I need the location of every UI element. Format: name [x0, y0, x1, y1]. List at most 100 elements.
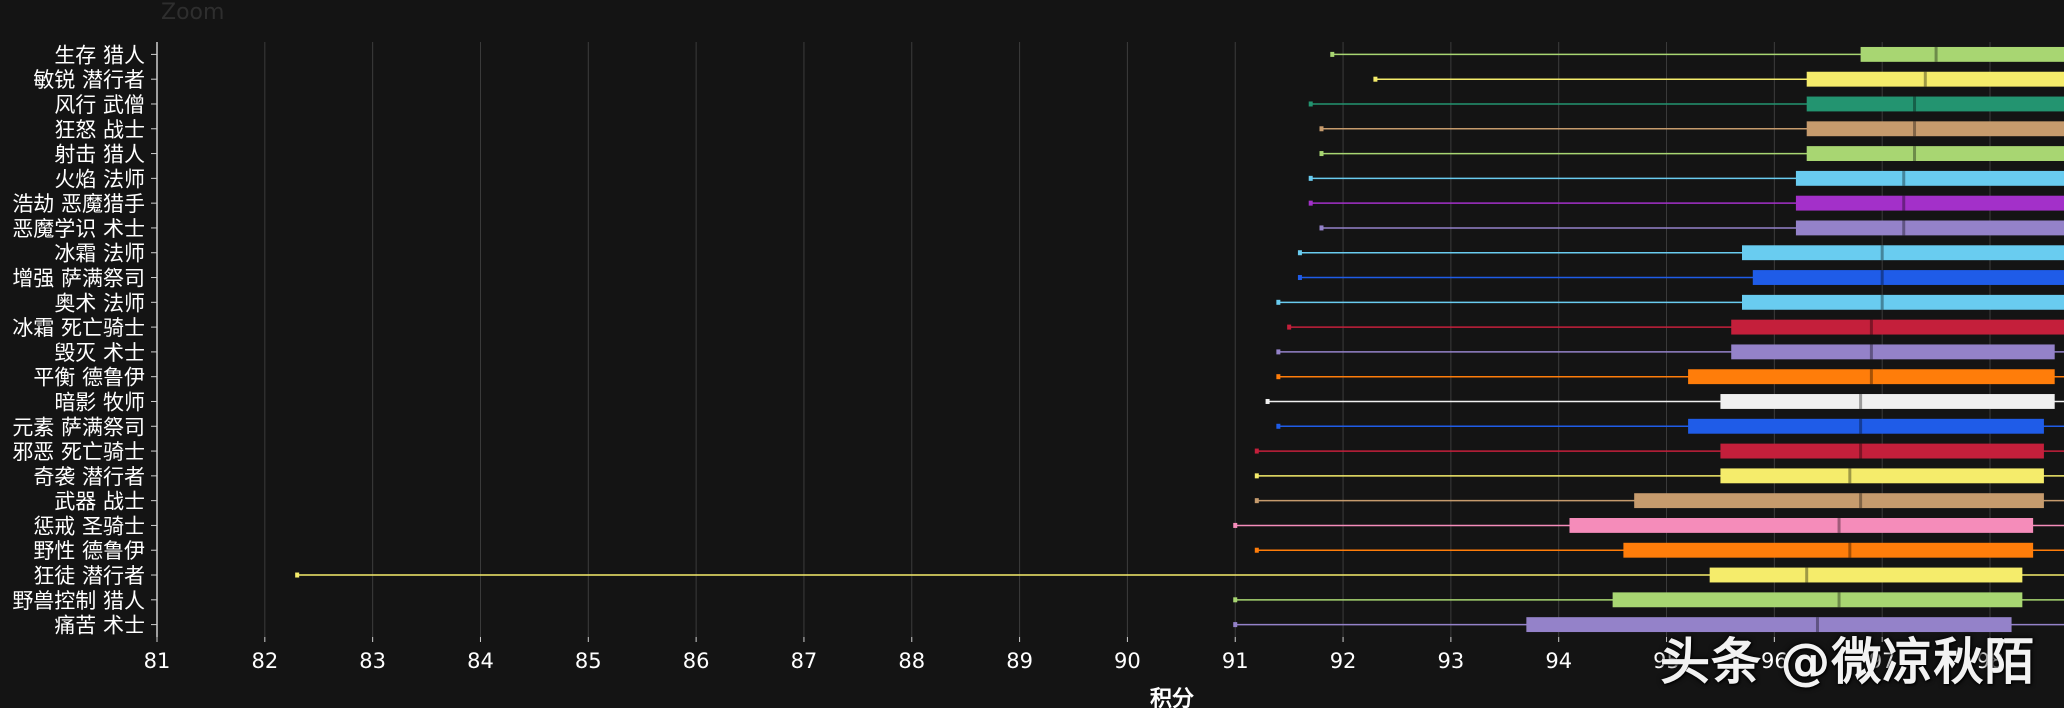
whisker-cap-min — [1254, 448, 1259, 454]
category-label: 狂怒 战士 — [54, 118, 145, 142]
box-item[interactable] — [1373, 71, 2064, 87]
box — [1634, 493, 2044, 509]
box-item[interactable] — [1233, 592, 2064, 608]
whisker-cap-min — [1254, 498, 1259, 504]
x-tick-label: 86 — [683, 649, 710, 673]
category-label: 增强 萨满祭司 — [12, 267, 145, 291]
boxes-layer — [295, 46, 2064, 633]
category-label: 野性 德鲁伊 — [33, 539, 145, 563]
grid-lines — [264, 42, 1991, 637]
whisker-cap-min — [1297, 275, 1302, 281]
category-label: 风行 武僧 — [54, 93, 145, 117]
box-item[interactable] — [1287, 319, 2064, 335]
x-tick-label: 92 — [1330, 649, 1357, 673]
box-item[interactable] — [1276, 369, 2064, 385]
category-label: 狂徒 潜行者 — [33, 564, 145, 588]
box-item[interactable] — [1254, 493, 2064, 509]
box — [1720, 443, 2044, 459]
box-item[interactable] — [1276, 344, 2064, 360]
x-tick-label: 97 — [1869, 649, 1896, 673]
whisker-cap-min — [1276, 374, 1281, 380]
box-item[interactable] — [1233, 518, 2064, 533]
box — [1569, 518, 2034, 533]
box-item[interactable] — [1319, 220, 2064, 236]
box — [1731, 319, 2064, 335]
box-item[interactable] — [1319, 121, 2064, 137]
x-axis: 81 82 83 84 85 86 87 88 89 90 91 92 93 94 95 96 97 98 — [144, 637, 2004, 673]
box-item[interactable] — [1254, 542, 2064, 558]
category-label: 冰霜 死亡骑士 — [12, 316, 145, 340]
x-tick-label: 81 — [144, 649, 171, 673]
x-tick-label: 89 — [1006, 649, 1033, 673]
box — [1688, 369, 2055, 385]
box-item[interactable] — [1319, 146, 2064, 161]
whisker-cap-min — [1308, 101, 1313, 107]
whisker-cap-min — [1330, 51, 1335, 57]
whisker-cap-min — [1319, 126, 1324, 132]
whisker-cap-min — [1265, 398, 1270, 404]
x-tick-label: 88 — [898, 649, 925, 673]
x-axis-label: 积分 — [1150, 687, 1194, 708]
x-tick-label: 84 — [467, 649, 494, 673]
box-item[interactable] — [1330, 46, 2064, 62]
box — [1720, 468, 2044, 484]
category-label: 惩戒 圣骑士 — [33, 514, 145, 538]
box-item[interactable] — [1297, 245, 2064, 261]
category-label: 邪恶 死亡骑士 — [12, 440, 145, 464]
whisker-cap-min — [295, 572, 300, 578]
x-tick-label: 91 — [1222, 649, 1249, 673]
whisker-cap-min — [1287, 324, 1292, 330]
box — [1742, 294, 2064, 310]
x-tick-label: 83 — [359, 649, 386, 673]
x-tick-label: 87 — [791, 649, 818, 673]
box — [1526, 617, 2012, 633]
x-tick-label: 82 — [251, 649, 278, 673]
whisker-cap-min — [1233, 522, 1238, 528]
x-tick-label: 90 — [1114, 649, 1141, 673]
whisker-cap-min — [1276, 423, 1281, 429]
box-item[interactable] — [1276, 418, 2064, 434]
category-label: 射击 猎人 — [54, 143, 145, 167]
category-label: 元素 萨满祭司 — [12, 415, 145, 439]
box-item[interactable] — [1233, 617, 2064, 633]
box — [1742, 245, 2064, 261]
category-label: 暗影 牧师 — [54, 390, 145, 414]
x-tick-label: 95 — [1653, 649, 1680, 673]
box — [1720, 394, 2055, 409]
box — [1806, 96, 2064, 112]
box — [1731, 344, 2055, 360]
box-item[interactable] — [1276, 294, 2064, 310]
box — [1752, 270, 2064, 285]
whisker-cap-min — [1233, 622, 1238, 628]
box — [1709, 567, 2023, 583]
category-label: 恶魔学识 术士 — [12, 217, 145, 241]
x-tick-label: 94 — [1545, 649, 1572, 673]
box-item[interactable] — [1297, 270, 2064, 285]
whisker-cap-min — [1233, 597, 1238, 603]
box — [1806, 121, 2064, 137]
x-tick-label: 96 — [1761, 649, 1788, 673]
watermark: 头条 @微凉秋陌 — [1660, 633, 2036, 691]
box — [1688, 418, 2044, 434]
box — [1860, 46, 2064, 62]
whisker-cap-min — [1319, 151, 1324, 157]
category-label: 奇袭 潜行者 — [33, 465, 145, 489]
box-item[interactable] — [295, 567, 2064, 583]
box — [1795, 220, 2064, 236]
box — [1795, 195, 2064, 211]
category-label: 武器 战士 — [54, 490, 145, 514]
box-item[interactable] — [1254, 468, 2064, 484]
category-label: 野兽控制 猎人 — [12, 589, 145, 613]
category-label: 平衡 德鲁伊 — [33, 366, 145, 390]
zoom-label[interactable]: Zoom — [161, 0, 225, 25]
box-item[interactable] — [1308, 195, 2064, 211]
category-label: 奥术 法师 — [54, 291, 145, 315]
box-item[interactable] — [1308, 96, 2064, 112]
box-item[interactable] — [1308, 170, 2064, 186]
x-tick-label: 93 — [1438, 649, 1465, 673]
box-item[interactable] — [1254, 443, 2064, 459]
x-tick-label: 98 — [1977, 649, 2004, 673]
box-item[interactable] — [1265, 394, 2064, 409]
